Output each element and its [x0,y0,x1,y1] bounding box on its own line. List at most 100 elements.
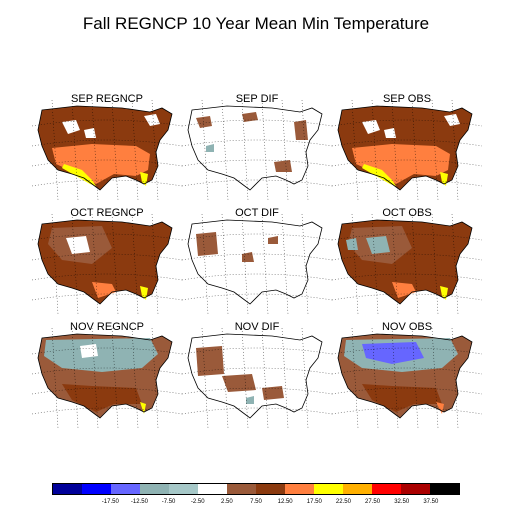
map-panel: NOV REGNCP [32,321,182,428]
parallel-line [332,387,482,395]
us-map [182,214,332,314]
temperature-region [440,286,448,300]
panel-title: OCT OBS [382,207,432,219]
us-map [182,328,332,428]
coastline [337,219,473,305]
land-base [188,334,322,418]
coastline [37,333,173,419]
colorbar-cell [314,484,343,494]
temperature-region [52,144,150,184]
panel-title: NOV REGNCP [70,321,144,333]
temperature-region [242,112,258,122]
parallel-line [332,233,482,241]
panel-title: SEP OBS [382,93,432,105]
temperature-region [294,120,308,140]
parallel-line [182,179,332,187]
parallel-line [332,407,482,415]
temperature-region [140,172,148,186]
parallel-line [182,273,332,281]
temperature-region [84,128,96,138]
parallel-line [332,119,482,127]
colorbar-cell [401,484,430,494]
map-panel: NOV OBS [332,321,482,428]
parallel-line [32,253,182,261]
colorbar-tick-label: -2.50 [190,499,205,505]
panel-title: SEP REGNCP [71,93,143,105]
parallel-line [332,253,482,261]
temperature-region [196,232,218,256]
temperature-region [196,116,212,128]
parallel-line [32,407,182,415]
colorbar-cell [198,484,227,494]
temperature-region [362,342,424,364]
land-base [188,220,322,304]
us-map [332,328,482,428]
parallel-line [182,347,332,355]
parallel-line [32,139,182,147]
map-panel: OCT OBS [332,207,482,314]
coastline [337,333,473,419]
colorbar [52,483,460,495]
temperature-region [246,396,254,404]
temperature-region [140,286,148,300]
colorbar-tick-label: 37.50 [423,499,439,505]
colorbar-tick-label: 2.50 [221,499,233,505]
colorbar-labels: -17.50 -12.50 -7.50 -2.50 2.50 7.50 12.50 17.50… [52,499,460,509]
temperature-region [440,172,448,186]
coastline [337,105,473,191]
colorbar-tick-label: -17.50 [101,499,119,505]
parallel-line [32,273,182,281]
temperature-region [206,144,214,152]
parallel-line [182,387,332,395]
temperature-region [140,402,146,414]
colorbar-tick-label: -7.50 [161,499,176,505]
colorbar-tick-label: 27.50 [365,499,381,505]
parallel-line [32,347,182,355]
parallel-line [182,367,332,375]
parallel-line [332,179,482,187]
coastline [37,105,173,191]
us-map [332,100,482,200]
coastline [37,219,173,305]
us-map [32,100,182,200]
us-map [332,214,482,314]
colorbar-tick-label: 32.50 [394,499,410,505]
temperature-region [222,374,256,392]
temperature-region [362,120,380,134]
temperature-region [262,386,284,400]
colorbar-cell [430,484,459,494]
colorbar-cell [372,484,401,494]
temperature-region [268,236,278,244]
coastline [187,219,323,305]
parallel-line [332,273,482,281]
coastline [187,105,323,191]
temperature-region [80,344,98,358]
parallel-line [182,253,332,261]
temperature-region [242,252,254,262]
temperature-region [196,346,224,376]
map-panel: OCT DIF [182,208,332,314]
temperature-region [144,114,160,126]
coastline [187,333,323,419]
colorbar-tick-label: 12.50 [277,499,293,505]
colorbar-cell [111,484,140,494]
map-panel: OCT REGNCP [32,208,182,314]
colorbar-cell [169,484,198,494]
panel-title: NOV OBS [381,321,433,333]
map-panel: SEP REGNCP [32,93,182,200]
colorbar-tick-label: -12.50 [130,499,148,505]
temperature-region [352,144,450,184]
parallel-line [332,367,482,375]
parallel-line [332,347,482,355]
us-map [32,214,182,314]
parallel-line [182,233,332,241]
colorbar-cell [256,484,285,494]
parallel-line [332,159,482,167]
temperature-region [62,120,80,134]
temperature-region [444,114,460,126]
colorbar-cell [285,484,314,494]
parallel-line [332,293,482,301]
colorbar-cell [82,484,111,494]
parallel-line [32,367,182,375]
map-panel: NOV DIF [182,322,332,428]
